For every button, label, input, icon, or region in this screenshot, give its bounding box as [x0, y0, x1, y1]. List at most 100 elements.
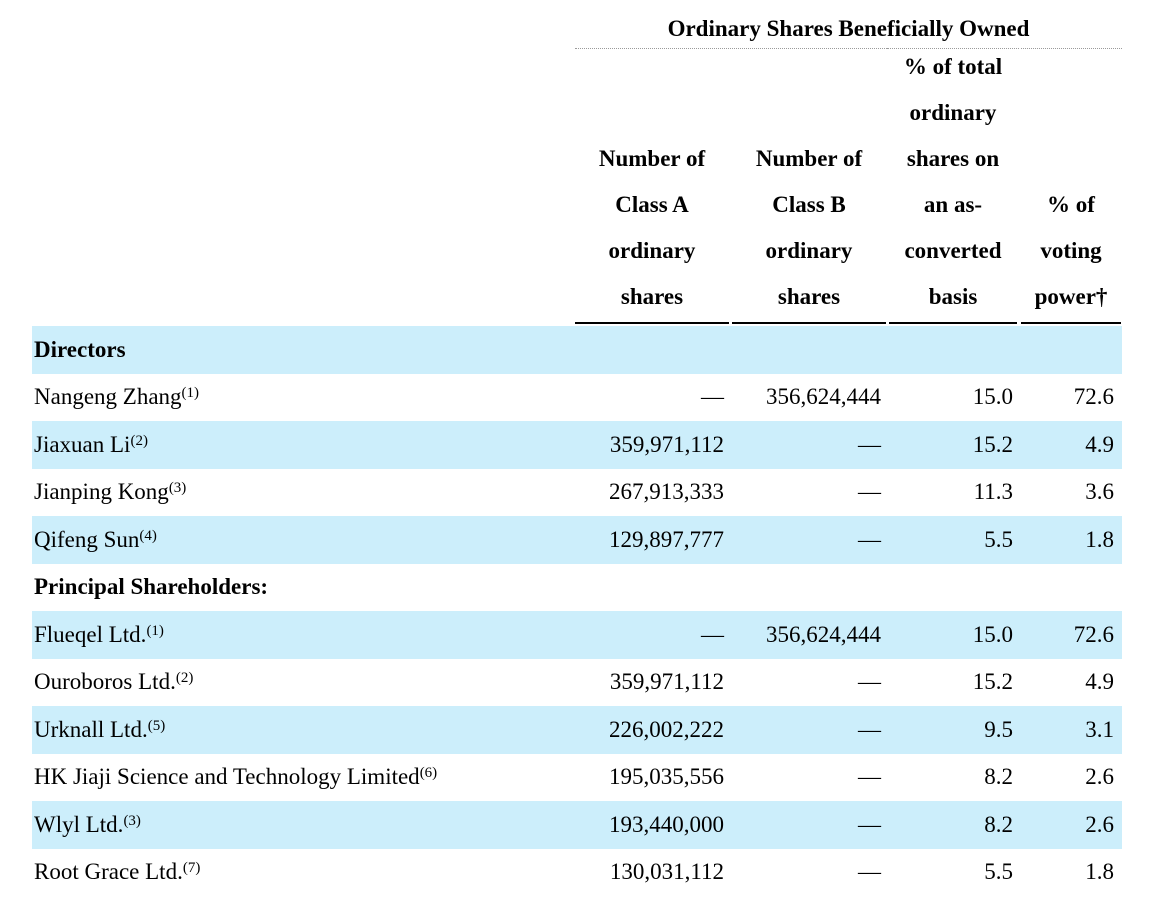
footnote-ref: (2) — [175, 670, 194, 687]
pct-total: 15.0 — [972, 384, 1013, 410]
header-line: ordinary — [909, 100, 997, 125]
pct-total: 5.5 — [889, 516, 1021, 564]
class-b-shares: 356,624,444 — [766, 384, 881, 410]
section-heading: Directors — [32, 326, 1122, 374]
header-line: an as- — [923, 192, 983, 217]
header-line: voting — [1040, 238, 1102, 263]
holder-name: Jianping Kong(3) — [34, 479, 187, 505]
column-header-class-a: Number of Class A ordinary shares — [575, 60, 729, 324]
table-row: Nangeng Zhang(1) — 356,624,444 15.0 72.6 — [32, 374, 1122, 422]
holder-name: Jiaxuan Li(2) — [32, 421, 575, 469]
class-a-shares: 226,002,222 — [575, 706, 732, 754]
pct-voting: 72.6 — [1021, 611, 1122, 659]
holder-name: Wlyl Ltd.(3) — [32, 801, 575, 849]
table-row: Jiaxuan Li(2) 359,971,112 — 15.2 4.9 — [32, 421, 1122, 469]
class-b-shares: — — [858, 764, 881, 790]
class-b-shares: — — [732, 421, 889, 469]
section-row-principal: Principal Shareholders: — [32, 564, 1122, 612]
holder-name: Qifeng Sun(4) — [32, 516, 575, 564]
class-a-shares: — — [701, 384, 724, 410]
pct-voting: 3.1 — [1021, 706, 1122, 754]
table-row: Ouroboros Ltd.(2) 359,971,112 — 15.2 4.9 — [32, 659, 1122, 707]
footnote-ref: (1) — [146, 622, 164, 639]
holder-name: Ouroboros Ltd.(2) — [34, 669, 194, 695]
header-line: % of — [1047, 192, 1095, 217]
group-header-rule — [732, 48, 887, 50]
pct-total: 15.0 — [889, 611, 1021, 659]
pct-voting: 3.6 — [1085, 479, 1114, 505]
group-header-rule — [887, 48, 1019, 50]
holder-name: Nangeng Zhang(1) — [34, 384, 200, 410]
section-heading: Principal Shareholders: — [34, 574, 269, 600]
footnote-ref: (3) — [168, 480, 187, 497]
holder-name: Root Grace Ltd.(7) — [34, 859, 201, 885]
class-a-shares: 195,035,556 — [609, 764, 724, 790]
group-header-rule — [1021, 48, 1122, 50]
pct-total: 8.2 — [889, 801, 1021, 849]
holder-name: Flueqel Ltd.(1) — [32, 611, 575, 659]
footnote-ref: (6) — [419, 765, 438, 782]
table-row: Qifeng Sun(4) 129,897,777 — 5.5 1.8 — [32, 516, 1122, 564]
class-a-shares: 129,897,777 — [575, 516, 732, 564]
class-b-shares: — — [732, 706, 889, 754]
pct-voting: 1.8 — [1085, 859, 1114, 885]
class-a-shares: 359,971,112 — [575, 421, 732, 469]
group-header-rule — [575, 48, 733, 50]
column-header-pct-voting: % of voting power† — [1021, 60, 1121, 324]
header-line: ordinary — [608, 238, 696, 263]
class-b-shares: — — [732, 801, 889, 849]
section-row-directors: Directors — [32, 326, 1122, 374]
class-a-shares: 267,913,333 — [609, 479, 724, 505]
header-line: % of total — [903, 54, 1003, 79]
class-a-shares: — — [575, 611, 732, 659]
holder-name: Urknall Ltd.(5) — [32, 706, 575, 754]
ownership-table: Directors Nangeng Zhang(1) — 356,624,444… — [32, 326, 1122, 896]
pct-total: 8.2 — [984, 764, 1013, 790]
holder-name: HK Jiaji Science and Technology Limited(… — [34, 764, 438, 790]
pct-total: 15.2 — [972, 669, 1013, 695]
footnote-ref: (4) — [139, 527, 157, 544]
group-header: Ordinary Shares Beneficially Owned — [667, 16, 1030, 41]
class-b-shares: — — [858, 669, 881, 695]
header-line: shares on — [906, 146, 1000, 171]
pct-voting: 4.9 — [1085, 669, 1114, 695]
class-a-shares: 130,031,112 — [609, 859, 724, 885]
footnote-ref: (2) — [130, 432, 148, 449]
header-line: Class B — [772, 192, 846, 217]
class-a-shares: 193,440,000 — [575, 801, 732, 849]
class-b-shares: 356,624,444 — [732, 611, 889, 659]
class-b-shares: — — [858, 479, 881, 505]
header-line: power† — [1034, 284, 1108, 309]
header-line: basis — [928, 284, 978, 309]
header-line: converted — [904, 238, 1002, 263]
pct-total: 15.2 — [889, 421, 1021, 469]
header-line: Number of — [598, 146, 706, 171]
table-row: Wlyl Ltd.(3) 193,440,000 — 8.2 2.6 — [32, 801, 1122, 849]
table-row: Urknall Ltd.(5) 226,002,222 — 9.5 3.1 — [32, 706, 1122, 754]
class-b-shares: — — [858, 859, 881, 885]
footnote-ref: (7) — [182, 860, 201, 877]
pct-voting: 2.6 — [1021, 801, 1122, 849]
table-row: Root Grace Ltd.(7) 130,031,112 — 5.5 1.8 — [32, 849, 1122, 897]
table-row: Flueqel Ltd.(1) — 356,624,444 15.0 72.6 — [32, 611, 1122, 659]
pct-voting: 4.9 — [1021, 421, 1122, 469]
class-b-shares: — — [732, 516, 889, 564]
footnote-ref: (1) — [181, 385, 200, 402]
header-line: shares — [620, 284, 684, 309]
pct-total: 5.5 — [984, 859, 1013, 885]
header-line: shares — [777, 284, 841, 309]
column-header-class-b: Number of Class B ordinary shares — [732, 60, 886, 324]
footnote-ref: (5) — [147, 717, 166, 734]
class-a-shares: 359,971,112 — [609, 669, 724, 695]
header-line: Class A — [615, 192, 689, 217]
footnote-ref: (3) — [123, 812, 141, 829]
pct-voting: 1.8 — [1021, 516, 1122, 564]
pct-total: 9.5 — [889, 706, 1021, 754]
header-line: ordinary — [765, 238, 853, 263]
table-row: HK Jiaji Science and Technology Limited(… — [32, 754, 1122, 802]
pct-total: 11.3 — [973, 479, 1013, 505]
pct-voting: 72.6 — [1073, 384, 1114, 410]
header-line: Number of — [755, 146, 863, 171]
pct-voting: 2.6 — [1085, 764, 1114, 790]
table-row: Jianping Kong(3) 267,913,333 — 11.3 3.6 — [32, 469, 1122, 517]
